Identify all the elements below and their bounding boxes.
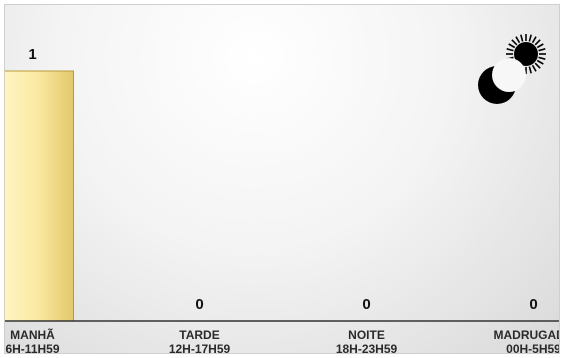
moon-icon — [478, 58, 526, 104]
category-label: TARDE 12H-17H59 — [169, 328, 231, 354]
category-label: MANHÃ 6H-11H59 — [5, 327, 59, 354]
category-label: MADRUGADA00H-5H59 — [494, 328, 561, 354]
category-label: NOITE 18H-23H59 — [336, 328, 398, 354]
value-label: 0 — [362, 296, 370, 313]
labels-group: 1 MANHÃ 6H-11H59 0 TARDE 12H-17H59 0 NOITE 18H-2… — [5, 46, 561, 354]
bars-group — [5, 70, 74, 322]
sun-and-moon-icon — [478, 34, 546, 104]
bar-manhã — [5, 70, 74, 322]
value-label: 0 — [529, 296, 537, 313]
value-label: 1 — [28, 46, 36, 63]
chart-panel: 1 MANHÃ 6H-11H59 0 TARDE 12H-17H59 0 NOITE 18H-2… — [4, 4, 560, 354]
value-label: 0 — [195, 296, 203, 313]
bar-chart: 1 MANHÃ 6H-11H59 0 TARDE 12H-17H59 0 NOITE 18H-2… — [5, 46, 561, 354]
